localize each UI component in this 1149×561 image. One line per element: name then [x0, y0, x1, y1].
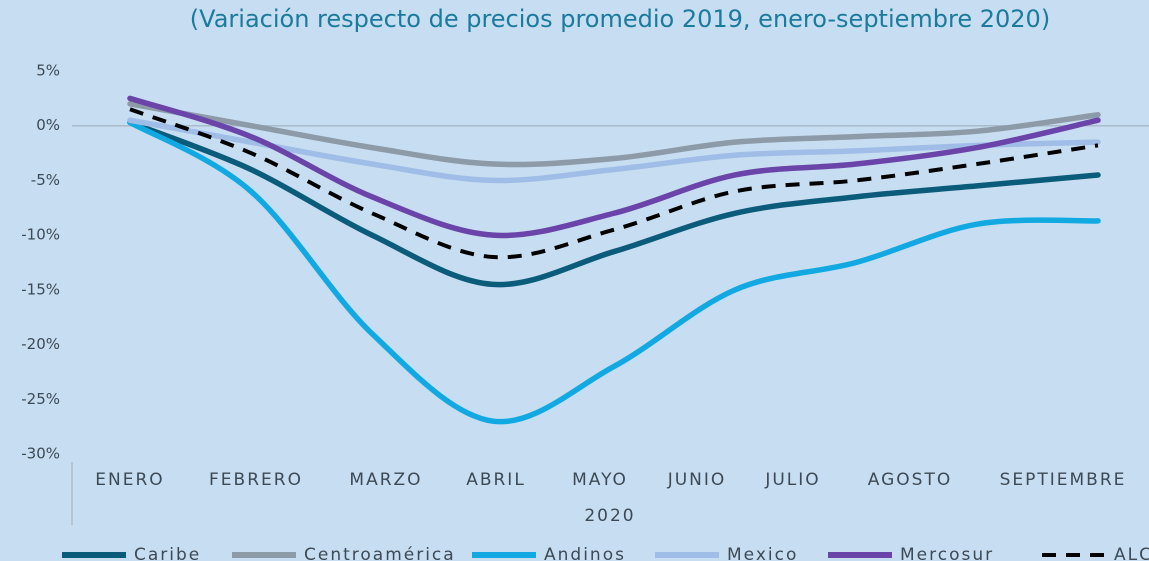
legend-label: Centroamérica: [304, 545, 456, 561]
series-line: [127, 119, 1101, 425]
x-tick-label: SEPTIEMBRE: [1000, 470, 1127, 490]
x-tick-label: MAYO: [572, 470, 628, 490]
y-tick-label: 0%: [36, 116, 60, 134]
x-tick-label: AGOSTO: [868, 470, 952, 490]
x-axis-label: 2020: [584, 506, 635, 526]
legend-label: Mexico: [727, 545, 798, 561]
legend-label: Caribe: [134, 545, 201, 561]
y-tick-label: 5%: [36, 62, 60, 80]
x-tick-label: MARZO: [349, 470, 422, 490]
chart-title: (Variación respecto de precios promedio …: [190, 5, 1050, 33]
x-tick-label: ABRIL: [466, 470, 526, 490]
y-tick-label: -15%: [21, 280, 60, 298]
x-tick-label: JUNIO: [667, 470, 727, 490]
y-tick-label: -5%: [31, 171, 60, 189]
y-tick-label: -10%: [21, 226, 60, 244]
y-tick-label: -20%: [21, 335, 60, 353]
legend-label: ALC: [1114, 545, 1149, 561]
series-line: [129, 107, 1099, 260]
y-tick-label: -30%: [21, 445, 60, 463]
x-tick-label: JULIO: [764, 470, 820, 490]
y-tick-label: -25%: [21, 390, 60, 408]
x-tick-label: ENERO: [95, 470, 164, 490]
legend-label: Andinos: [544, 545, 626, 561]
series-line: [127, 95, 1101, 239]
series-line: [127, 101, 1101, 168]
series-line: [127, 119, 1101, 288]
x-tick-label: FEBRERO: [209, 470, 303, 490]
series-line: [127, 117, 1101, 184]
legend-label: Mercosur: [900, 545, 994, 561]
